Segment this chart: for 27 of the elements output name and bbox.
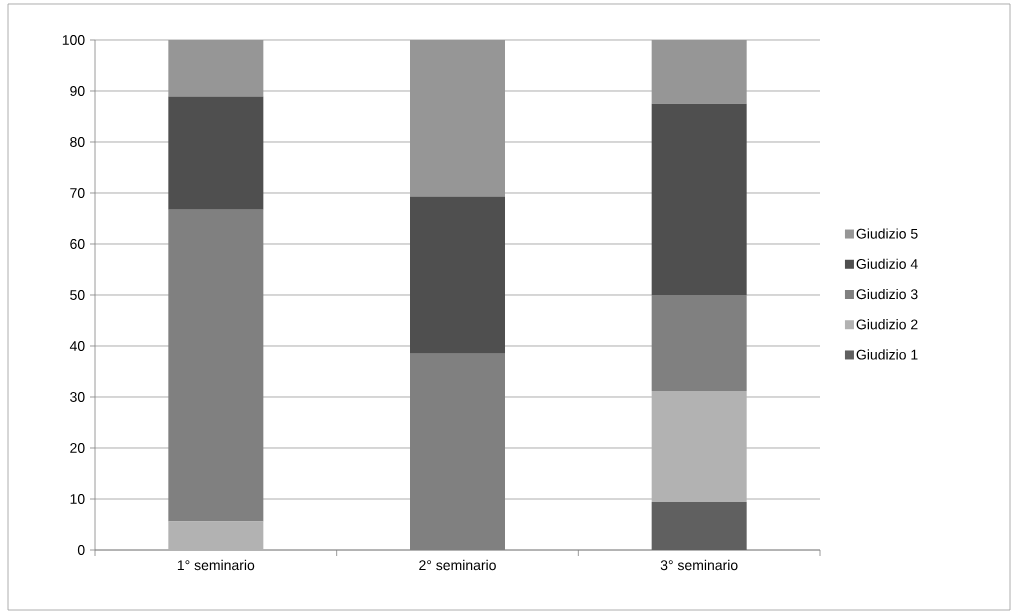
y-tick-label: 60 (70, 239, 85, 249)
x-tick-label: 1° seminario (177, 559, 255, 571)
bar (168, 521, 264, 550)
y-tick-label: 90 (70, 86, 85, 96)
bar (651, 295, 747, 391)
bar (168, 96, 264, 210)
legend-label: Giudizio 2 (856, 319, 918, 330)
y-tick-label: 0 (77, 545, 85, 555)
legend-label: Giudizio 4 (856, 258, 918, 269)
legend-label: Giudizio 3 (856, 288, 918, 300)
y-tick-label: 70 (70, 188, 85, 198)
y-tick-label: 80 (70, 137, 85, 147)
bar (651, 103, 747, 295)
legend-label: Giudizio 1 (856, 349, 918, 360)
y-tick-label: 30 (70, 392, 85, 402)
bar (651, 502, 747, 550)
legend-label: Giudizio 5 (856, 228, 918, 239)
y-tick-label: 10 (70, 494, 85, 504)
x-tick-label: 2° seminario (419, 559, 496, 571)
bar (651, 390, 747, 503)
y-tick-label: 50 (70, 290, 85, 300)
y-tick-label: 100 (62, 35, 85, 45)
bar (168, 209, 264, 522)
y-tick-label: 40 (69, 341, 85, 351)
x-tick-label: 3° seminario (660, 559, 738, 571)
y-tick-label: 20 (70, 443, 85, 453)
bar (410, 196, 505, 354)
